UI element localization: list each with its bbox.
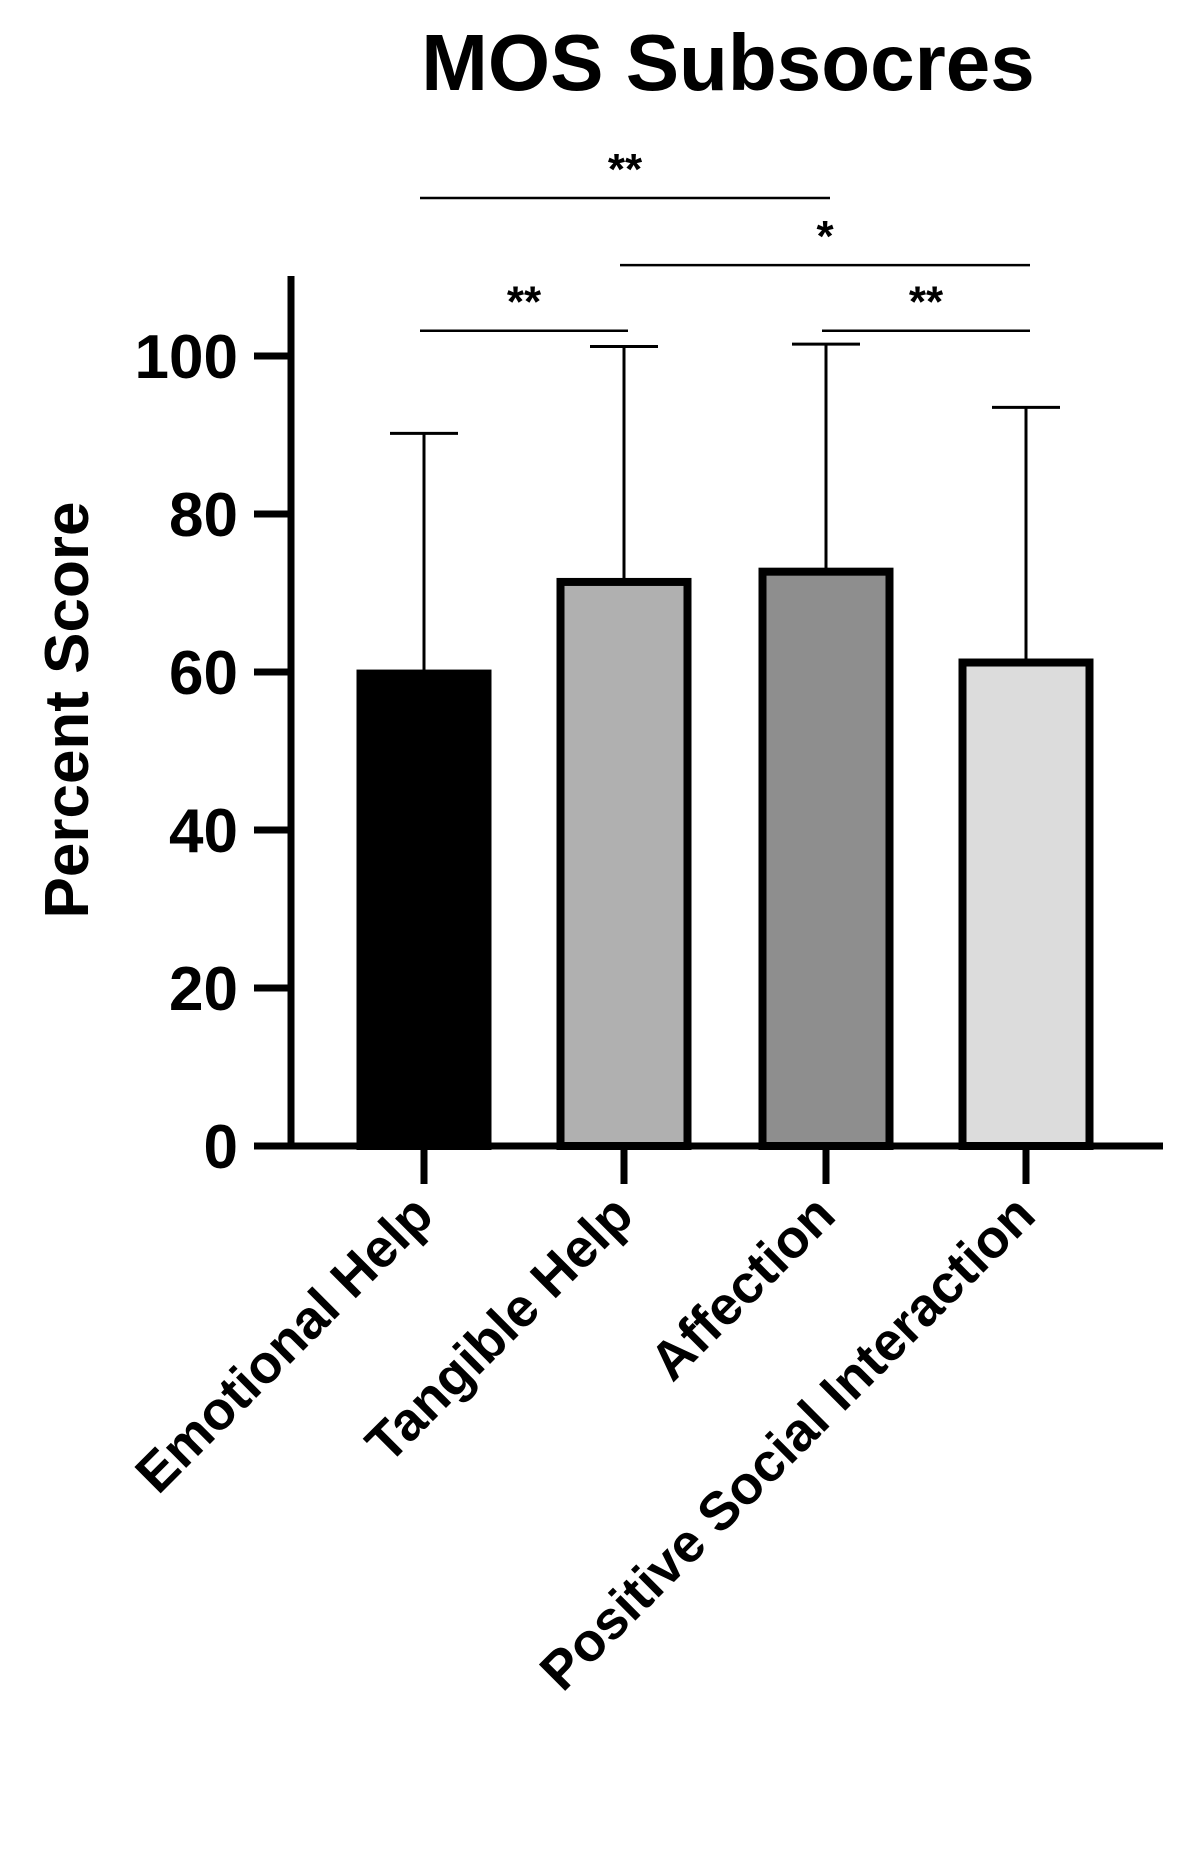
significance-label-1: **: [608, 145, 643, 194]
significance-label-4: **: [909, 278, 944, 327]
significance-label-2: *: [816, 212, 834, 261]
chart-title: MOS Subsocres: [421, 18, 1035, 107]
bar-1: [356, 669, 492, 1151]
y-tick-label-60: 60: [169, 639, 238, 708]
x-tick-label-3: Affection: [639, 1184, 847, 1392]
error-bars-layer: [390, 342, 1060, 674]
y-axis-label: Percent Score: [33, 502, 102, 919]
bar-4: [958, 658, 1094, 1151]
y-tick-label-80: 80: [169, 481, 238, 550]
bar-2: [556, 577, 692, 1150]
y-tick-label-40: 40: [169, 797, 238, 866]
y-tick-label-0: 0: [204, 1113, 238, 1182]
bar-3: [758, 567, 894, 1150]
significance-label-3: **: [507, 278, 542, 327]
y-tick-label-100: 100: [135, 323, 238, 392]
y-tick-label-20: 20: [169, 955, 238, 1024]
axes-layer: [254, 276, 1163, 1150]
significance-layer: ***** **: [420, 145, 1030, 332]
bars-layer: [356, 567, 1094, 1151]
